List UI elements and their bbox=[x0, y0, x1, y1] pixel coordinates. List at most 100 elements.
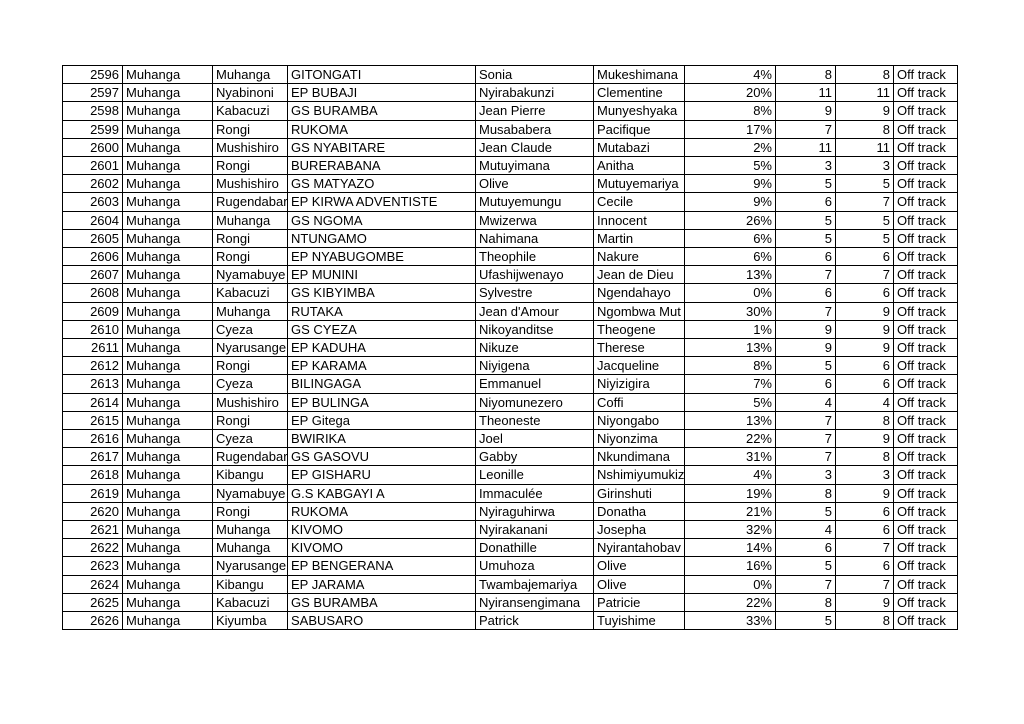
cell-value-2: 9 bbox=[835, 338, 894, 358]
cell-first-name: Emmanuel bbox=[475, 374, 594, 394]
cell-last-name: Niyonzima bbox=[593, 429, 685, 449]
cell-status: Off track bbox=[893, 483, 958, 503]
cell-district: Muhanga bbox=[122, 556, 213, 576]
cell-value-2: 6 bbox=[835, 356, 894, 376]
cell-sector: Rongi bbox=[212, 356, 288, 376]
cell-row-id: 2608 bbox=[62, 283, 123, 303]
table-row: 2596 Muhanga Muhanga GITONGATI Sonia Mukeshim… bbox=[62, 64, 958, 85]
cell-status: Off track bbox=[893, 156, 958, 176]
cell-first-name: Sylvestre bbox=[475, 283, 594, 303]
cell-status: Off track bbox=[893, 447, 958, 467]
cell-value-1: 7 bbox=[775, 574, 836, 594]
cell-value-1: 5 bbox=[775, 174, 836, 194]
cell-value-2: 8 bbox=[835, 611, 894, 631]
cell-school: GS MATYAZO bbox=[287, 174, 476, 194]
cell-status: Off track bbox=[893, 556, 958, 576]
table-row: 2597 Muhanga Nyabinoni EP BUBAJI Nyirabakunz… bbox=[62, 83, 958, 103]
table-row: 2619 Muhanga Nyamabuye G.S KABGAYI A Immacul… bbox=[62, 483, 958, 503]
cell-percent: 31% bbox=[684, 447, 776, 467]
cell-district: Muhanga bbox=[122, 174, 213, 194]
cell-school: EP JARAMA bbox=[287, 574, 476, 594]
cell-last-name: Josepha bbox=[593, 520, 685, 540]
cell-first-name: Nyirabakunzi bbox=[475, 83, 594, 103]
cell-status: Off track bbox=[893, 119, 958, 139]
cell-percent: 9% bbox=[684, 192, 776, 212]
cell-first-name: Sonia bbox=[475, 64, 594, 85]
cell-last-name: Patricie bbox=[593, 592, 685, 613]
cell-row-id: 2616 bbox=[62, 429, 123, 449]
cell-value-2: 8 bbox=[835, 447, 894, 467]
cell-row-id: 2605 bbox=[62, 228, 123, 249]
cell-first-name: Mutuyimana bbox=[475, 156, 594, 176]
cell-school: GS NGOMA bbox=[287, 210, 476, 230]
cell-school: GITONGATI bbox=[287, 64, 476, 85]
cell-value-1: 4 bbox=[775, 520, 836, 540]
cell-first-name: Gabby bbox=[475, 447, 594, 467]
cell-school: EP KARAMA bbox=[287, 356, 476, 376]
cell-last-name: Pacifique bbox=[593, 119, 685, 139]
cell-row-id: 2602 bbox=[62, 174, 123, 194]
cell-first-name: Jean Claude bbox=[475, 137, 594, 158]
cell-percent: 22% bbox=[684, 592, 776, 613]
cell-value-2: 7 bbox=[835, 538, 894, 558]
cell-first-name: Theophile bbox=[475, 247, 594, 267]
cell-row-id: 2621 bbox=[62, 520, 123, 540]
cell-value-1: 5 bbox=[775, 356, 836, 376]
cell-last-name: Nakure bbox=[593, 247, 685, 267]
cell-last-name: Ngendahayo bbox=[593, 283, 685, 303]
cell-first-name: Mutuyemungu bbox=[475, 192, 594, 212]
cell-value-2: 9 bbox=[835, 319, 894, 340]
cell-district: Muhanga bbox=[122, 83, 213, 103]
table-row: 2603 Muhanga Rugendabar EP KIRWA ADVENTISTE… bbox=[62, 192, 958, 212]
cell-percent: 13% bbox=[684, 338, 776, 358]
cell-row-id: 2625 bbox=[62, 592, 123, 613]
cell-district: Muhanga bbox=[122, 210, 213, 230]
cell-sector: Rugendabar bbox=[212, 192, 288, 212]
cell-district: Muhanga bbox=[122, 465, 213, 485]
cell-last-name: Mutuyemariya bbox=[593, 174, 685, 194]
cell-percent: 14% bbox=[684, 538, 776, 558]
cell-first-name: Twambajemariya bbox=[475, 574, 594, 594]
cell-district: Muhanga bbox=[122, 301, 213, 321]
cell-row-id: 2617 bbox=[62, 447, 123, 467]
cell-row-id: 2624 bbox=[62, 574, 123, 594]
table-row: 2613 Muhanga Cyeza BILINGAGA Emmanuel Niyizig… bbox=[62, 374, 958, 394]
cell-percent: 8% bbox=[684, 356, 776, 376]
cell-percent: 30% bbox=[684, 301, 776, 321]
cell-sector: Nyarusange bbox=[212, 338, 288, 358]
cell-row-id: 2597 bbox=[62, 83, 123, 103]
cell-row-id: 2619 bbox=[62, 483, 123, 503]
cell-status: Off track bbox=[893, 356, 958, 376]
cell-district: Muhanga bbox=[122, 119, 213, 139]
cell-sector: Cyeza bbox=[212, 429, 288, 449]
cell-row-id: 2612 bbox=[62, 356, 123, 376]
cell-last-name: Mukeshimana bbox=[593, 64, 685, 85]
cell-first-name: Musababera bbox=[475, 119, 594, 139]
cell-first-name: Immaculée bbox=[475, 483, 594, 503]
cell-percent: 33% bbox=[684, 611, 776, 631]
cell-first-name: Nahimana bbox=[475, 228, 594, 249]
table-row: 2617 Muhanga Rugendabar GS GASOVU Gabby Nkund… bbox=[62, 447, 958, 467]
cell-first-name: Niyomunezero bbox=[475, 392, 594, 412]
table-row: 2615 Muhanga Rongi EP Gitega Theoneste Niyong… bbox=[62, 410, 958, 431]
cell-first-name: Ufashijwenayo bbox=[475, 265, 594, 285]
cell-value-2: 6 bbox=[835, 247, 894, 267]
cell-value-2: 6 bbox=[835, 556, 894, 576]
cell-value-1: 5 bbox=[775, 611, 836, 631]
cell-sector: Kabacuzi bbox=[212, 592, 288, 613]
table-row: 2609 Muhanga Muhanga RUTAKA Jean d'Amour Ngom… bbox=[62, 301, 958, 321]
cell-last-name: Innocent bbox=[593, 210, 685, 230]
cell-value-1: 9 bbox=[775, 101, 836, 121]
cell-value-2: 7 bbox=[835, 192, 894, 212]
cell-value-1: 7 bbox=[775, 265, 836, 285]
cell-status: Off track bbox=[893, 174, 958, 194]
cell-percent: 20% bbox=[684, 83, 776, 103]
cell-sector: Nyamabuye bbox=[212, 483, 288, 503]
cell-value-1: 6 bbox=[775, 247, 836, 267]
cell-row-id: 2600 bbox=[62, 137, 123, 158]
cell-value-2: 9 bbox=[835, 592, 894, 613]
cell-sector: Muhanga bbox=[212, 520, 288, 540]
cell-last-name: Anitha bbox=[593, 156, 685, 176]
cell-school: NTUNGAMO bbox=[287, 228, 476, 249]
